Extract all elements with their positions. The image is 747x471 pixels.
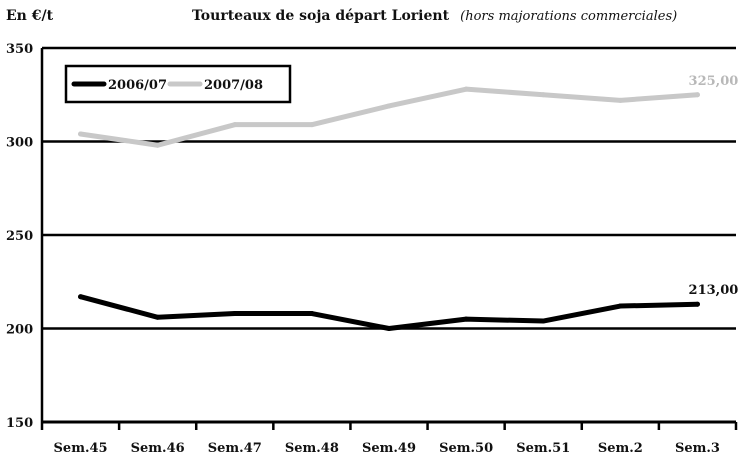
data-point-2007-08-2: [232, 122, 238, 128]
series-line-2006-07: [78, 294, 700, 331]
data-point-2006-07-5: [463, 316, 469, 322]
y-axis-ticks: 150 200 250 300 350: [6, 42, 33, 431]
y-tick-label-150: 150: [6, 416, 33, 431]
end-label-2007-08: 325,00: [689, 74, 739, 89]
data-point-2006-07-6: [540, 318, 546, 324]
x-axis-ticks: Sem.45 Sem.46 Sem.47 Sem.48 Sem.49 Sem.50 Sem.…: [40, 422, 738, 456]
x-tick-label-sem-48: Sem.48: [285, 441, 339, 456]
data-point-2006-07-0: [78, 294, 84, 300]
x-tick-label-sem-45: Sem.45: [54, 441, 108, 456]
data-labels: 213,00 325,00: [689, 74, 739, 298]
data-point-2007-08-1: [155, 142, 161, 148]
data-point-2007-08-7: [617, 97, 623, 103]
series-lines: [78, 86, 700, 331]
y-tick-label-300: 300: [6, 136, 33, 151]
data-point-2007-08-3: [309, 122, 315, 128]
x-tick-label-sem-50: Sem.50: [439, 441, 493, 456]
axes: [40, 48, 736, 424]
data-point-2007-08-0: [78, 131, 84, 137]
end-label-2006-07: 213,00: [689, 283, 739, 298]
y-tick-label-250: 250: [6, 229, 33, 244]
data-point-2007-08-8: [694, 92, 700, 98]
chart-title-sub: (hors majorations commerciales): [460, 9, 677, 24]
legend-label-2006-07: 2006/07: [108, 78, 167, 93]
legend-label-2007-08: 2007/08: [204, 78, 263, 93]
data-point-2006-07-8: [694, 301, 700, 307]
chart-title: Tourteaux de soja départ Lorient (hors m…: [192, 5, 677, 24]
data-point-2007-08-6: [540, 92, 546, 98]
data-point-2007-08-4: [386, 103, 392, 109]
x-tick-label-sem-47: Sem.47: [208, 441, 262, 456]
data-point-2007-08-5: [463, 86, 469, 92]
y-tick-label-200: 200: [6, 323, 33, 338]
x-tick-label-sem-46: Sem.46: [131, 441, 185, 456]
x-tick-label-sem-49: Sem.49: [362, 441, 416, 456]
x-tick-label-sem-3: Sem.3: [675, 441, 720, 456]
x-tick-label-sem-2: Sem.2: [598, 441, 643, 456]
data-point-2006-07-3: [309, 311, 315, 317]
data-point-2006-07-2: [232, 311, 238, 317]
legend: 2006/07 2007/08: [64, 64, 292, 104]
data-point-2006-07-7: [617, 303, 623, 309]
chart-title-main: Tourteaux de soja départ Lorient: [192, 8, 450, 24]
y-tick-label-350: 350: [6, 42, 33, 57]
data-point-2006-07-4: [386, 326, 392, 331]
x-tick-label-sem-51: Sem.51: [516, 441, 570, 456]
data-point-2006-07-1: [155, 314, 161, 320]
y-unit-label: En €/t: [6, 8, 54, 24]
